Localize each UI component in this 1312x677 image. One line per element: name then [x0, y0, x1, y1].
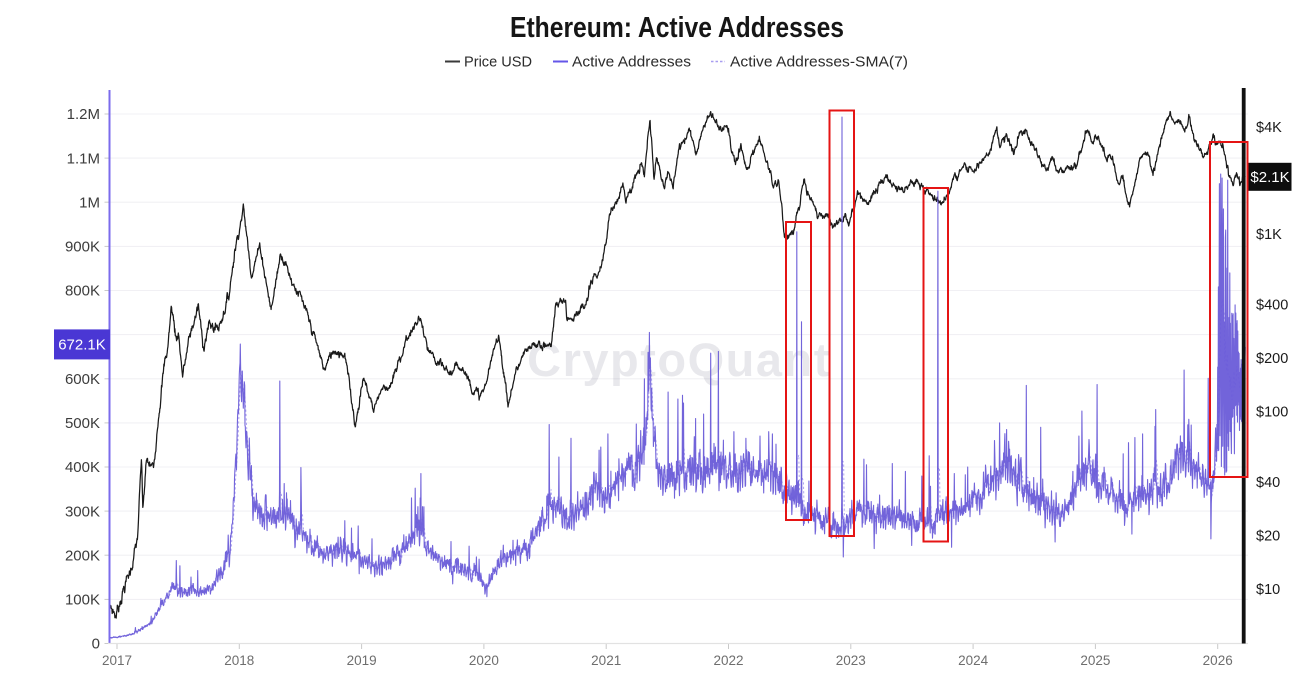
svg-text:Active Addresses: Active Addresses: [572, 54, 691, 71]
svg-text:600K: 600K: [65, 371, 100, 388]
svg-text:2021: 2021: [591, 653, 621, 668]
svg-text:2017: 2017: [102, 653, 132, 668]
svg-text:$20: $20: [1256, 529, 1280, 545]
svg-text:500K: 500K: [65, 415, 100, 432]
svg-text:2019: 2019: [347, 653, 377, 668]
svg-text:2026: 2026: [1203, 653, 1233, 668]
svg-text:2022: 2022: [713, 653, 743, 668]
svg-text:$10: $10: [1256, 582, 1280, 598]
svg-text:200K: 200K: [65, 548, 100, 565]
svg-text:672.1K: 672.1K: [58, 337, 106, 354]
svg-text:0: 0: [92, 636, 100, 653]
svg-text:2018: 2018: [224, 653, 254, 668]
svg-text:Active Addresses-SMA(7): Active Addresses-SMA(7): [730, 54, 908, 71]
svg-text:2024: 2024: [958, 653, 989, 668]
svg-text:CryptoQuant: CryptoQuant: [527, 333, 831, 386]
svg-text:1.2M: 1.2M: [67, 106, 100, 123]
svg-text:2020: 2020: [469, 653, 499, 668]
svg-text:1M: 1M: [79, 194, 100, 211]
svg-text:100K: 100K: [65, 592, 100, 609]
svg-text:Ethereum: Active Addresses: Ethereum: Active Addresses: [510, 12, 844, 44]
svg-text:$4K: $4K: [1256, 120, 1282, 136]
svg-text:$400: $400: [1256, 298, 1288, 314]
svg-text:900K: 900K: [65, 239, 100, 256]
svg-text:2023: 2023: [836, 653, 866, 668]
svg-text:400K: 400K: [65, 459, 100, 476]
svg-text:$100: $100: [1256, 405, 1288, 421]
svg-text:$2.1K: $2.1K: [1250, 169, 1289, 186]
svg-text:$40: $40: [1256, 475, 1280, 491]
svg-text:$200: $200: [1256, 351, 1288, 367]
svg-text:$1K: $1K: [1256, 227, 1282, 243]
svg-text:Price USD: Price USD: [464, 54, 532, 71]
svg-text:300K: 300K: [65, 503, 100, 520]
svg-text:2025: 2025: [1080, 653, 1110, 668]
svg-text:1.1M: 1.1M: [67, 150, 100, 167]
svg-text:800K: 800K: [65, 283, 100, 300]
